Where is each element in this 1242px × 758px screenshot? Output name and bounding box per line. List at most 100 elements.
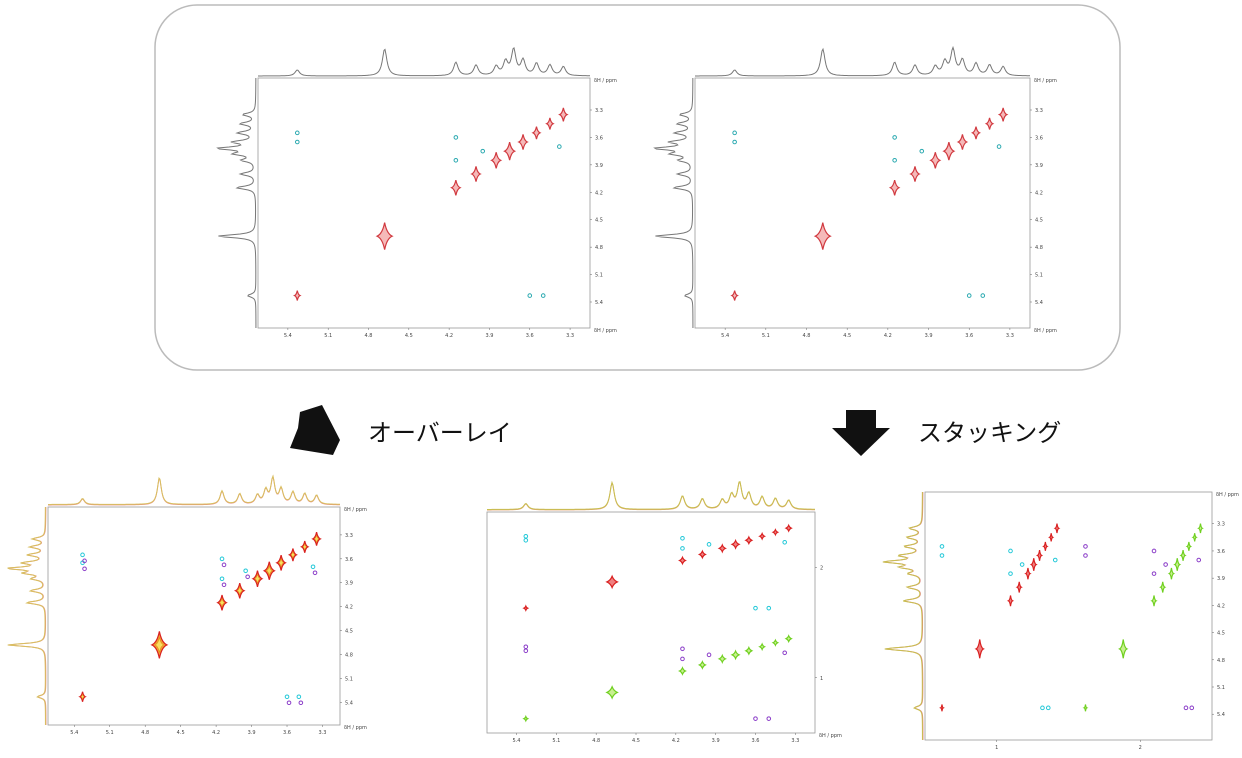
y-tick-label: 4.8 — [595, 245, 603, 251]
x-tick-label: 3.9 — [248, 730, 256, 736]
cross-peak — [680, 546, 685, 551]
peak — [744, 535, 754, 546]
cross-peak — [980, 293, 986, 298]
y-tick-label: 3.6 — [595, 135, 603, 141]
cross-peak — [1052, 557, 1058, 563]
cross-peak — [82, 566, 87, 572]
peak — [531, 126, 542, 140]
x-tick-label: 5.4 — [513, 738, 521, 744]
peak — [717, 543, 727, 554]
cross-peak — [1151, 571, 1157, 576]
y-tick-label: 3.6 — [1035, 135, 1043, 141]
cross-peak — [1040, 705, 1045, 711]
peak — [677, 666, 687, 676]
y-tick-label: 5.4 — [345, 700, 353, 706]
cross-peak — [782, 540, 787, 545]
y-tick-label: 5.4 — [1217, 712, 1225, 718]
cross-peak — [219, 576, 225, 582]
y-tick-label: 2 — [820, 565, 823, 571]
peak — [677, 555, 687, 566]
cross-peak — [1008, 548, 1013, 554]
x-tick-label: 4.5 — [843, 333, 851, 339]
y-tick-label: 4.2 — [1217, 603, 1225, 609]
peak — [278, 558, 285, 568]
peak — [375, 222, 394, 250]
cross-peak — [1045, 705, 1051, 711]
y-tick-label: 3.6 — [345, 557, 353, 563]
peak — [290, 551, 296, 559]
peak — [1042, 541, 1049, 551]
peak — [697, 549, 707, 560]
x-tick-label: 3.3 — [319, 730, 327, 736]
y-tick-label: 4.2 — [345, 605, 353, 611]
cross-peak — [680, 646, 685, 652]
trace-top — [486, 481, 816, 511]
y-tick-label: 3.9 — [345, 581, 353, 587]
cross-peak — [939, 553, 945, 558]
x-tick-label: 3.6 — [283, 730, 291, 736]
y-axis-label: δH / ppm — [1216, 492, 1239, 498]
peak — [956, 134, 969, 150]
y-tick-label: 4.5 — [1035, 218, 1043, 224]
peak — [771, 528, 780, 537]
peak — [784, 523, 793, 533]
x-tick-label: 5.4 — [721, 333, 729, 339]
peak — [1167, 567, 1176, 580]
peak — [771, 638, 780, 647]
y-tick-label: 4.5 — [1217, 631, 1225, 637]
peak — [730, 649, 741, 661]
cross-peak — [298, 700, 304, 706]
x-tick-label: 3.9 — [925, 333, 933, 339]
cross-peak — [453, 135, 459, 140]
arrow-stacking — [832, 410, 890, 456]
peak — [813, 222, 832, 250]
x-tick-label: 4.5 — [177, 730, 185, 736]
cross-peak — [782, 650, 787, 656]
peak — [450, 179, 462, 196]
trace-top — [47, 474, 341, 506]
peak — [265, 565, 273, 576]
peak — [1082, 704, 1089, 712]
x-tick-label: 4.8 — [803, 333, 811, 339]
cross-peak — [557, 144, 562, 149]
peak — [490, 152, 503, 169]
y-tick-label: 4.5 — [345, 629, 353, 635]
cross-peak — [1163, 562, 1168, 567]
cross-peak — [82, 558, 87, 564]
x-tick-label: 3.9 — [485, 333, 493, 339]
y-tick-label: 5.4 — [595, 300, 603, 306]
cross-peak — [680, 656, 685, 662]
y-tick-label: 4.8 — [1217, 658, 1225, 664]
y-axis-label: δH / ppm — [344, 507, 367, 513]
cross-peak — [1083, 553, 1088, 558]
peak — [974, 639, 985, 659]
cross-peak — [243, 568, 248, 574]
y-tick-label: 3.9 — [595, 163, 603, 169]
trace-left — [882, 491, 923, 741]
peak — [80, 693, 85, 700]
y-tick-label: 4.8 — [1035, 245, 1043, 251]
y-tick-label: 5.1 — [1217, 685, 1225, 691]
x-tick-label: 1 — [995, 745, 998, 751]
x-axis-label: δH / ppm — [819, 733, 842, 739]
cross-peak — [480, 148, 486, 154]
peak — [1035, 550, 1044, 561]
x-axis-label: δH / ppm — [1034, 328, 1057, 334]
plot-frame — [486, 511, 816, 734]
y-tick-label: 3.3 — [345, 533, 353, 539]
cross-peak — [753, 716, 758, 721]
peak — [888, 179, 901, 196]
y-tick-label: 4.8 — [345, 652, 353, 658]
peak — [758, 531, 767, 541]
cross-peak — [1196, 557, 1202, 563]
x-tick-label: 4.2 — [672, 738, 680, 744]
cross-peak — [540, 293, 546, 298]
cross-peak — [527, 293, 533, 298]
y-tick-label: 5.1 — [345, 676, 353, 682]
cross-peak — [996, 144, 1002, 149]
y-tick-label: 4.2 — [1035, 190, 1043, 196]
peak — [758, 642, 767, 652]
cross-peak — [1189, 705, 1195, 711]
cross-peak — [753, 605, 758, 611]
trace-left — [216, 77, 257, 329]
